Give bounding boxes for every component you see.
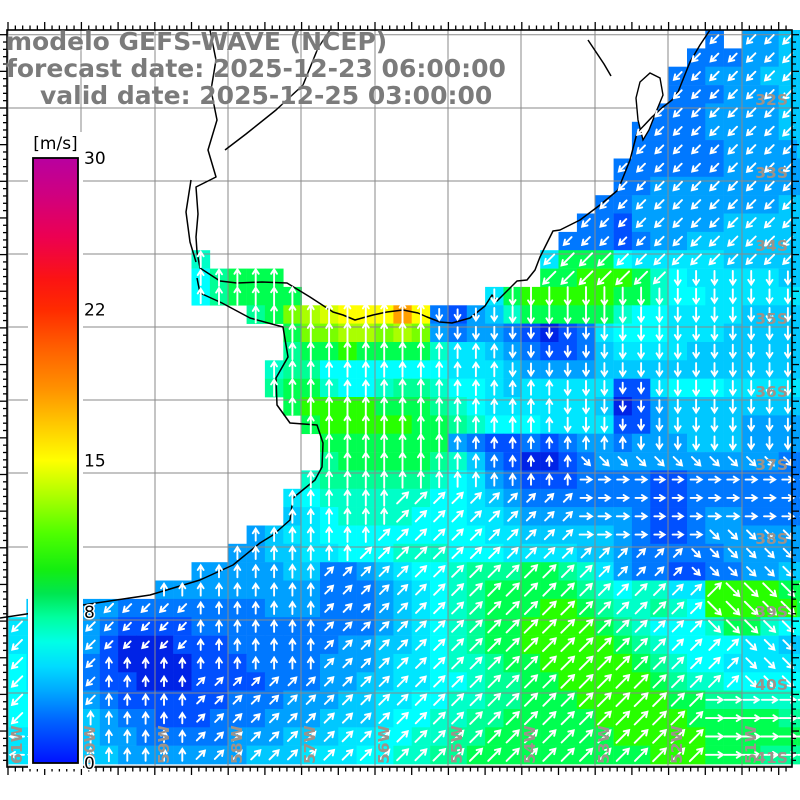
svg-text:40S: 40S <box>755 676 788 694</box>
svg-text:35S: 35S <box>755 310 788 328</box>
svg-text:37S: 37S <box>755 456 788 474</box>
colorbar-tick-30: 30 <box>84 149 106 169</box>
colorbar-tick-8: 8 <box>84 603 95 623</box>
svg-text:53W: 53W <box>595 725 613 764</box>
svg-text:33S: 33S <box>755 164 788 182</box>
speed-cells-layer <box>8 30 800 765</box>
svg-text:60W: 60W <box>81 725 99 764</box>
svg-text:59W: 59W <box>155 725 173 764</box>
svg-text:58W: 58W <box>228 725 246 764</box>
svg-text:57W: 57W <box>301 725 319 764</box>
svg-text:39S: 39S <box>755 603 788 621</box>
svg-text:61W: 61W <box>8 725 26 764</box>
svg-text:54W: 54W <box>521 725 539 764</box>
svg-text:52W: 52W <box>668 725 686 764</box>
colorbar: [m/s] 30 22 15 8 0 <box>28 132 107 776</box>
svg-text:34S: 34S <box>755 237 788 255</box>
svg-text:55W: 55W <box>448 725 466 764</box>
svg-text:36S: 36S <box>755 383 788 401</box>
svg-text:41S: 41S <box>755 749 788 767</box>
colorbar-tick-15: 15 <box>84 452 106 472</box>
svg-text:32S: 32S <box>755 91 788 109</box>
map-frame-ticks <box>0 22 799 775</box>
coastline-layer <box>0 29 711 619</box>
lat-lon-labels: 32S 33S 34S 35S 36S 37S 38S 39S 40S 41S 61W 60W 59W 5… <box>8 91 788 767</box>
svg-text:56W: 56W <box>375 725 393 764</box>
colorbar-tick-22: 22 <box>84 300 106 320</box>
colorbar-tick-0: 0 <box>84 754 95 774</box>
svg-text:51W: 51W <box>742 725 760 764</box>
colorbar-unit-label: [m/s] <box>33 134 77 154</box>
svg-text:38S: 38S <box>755 530 788 548</box>
